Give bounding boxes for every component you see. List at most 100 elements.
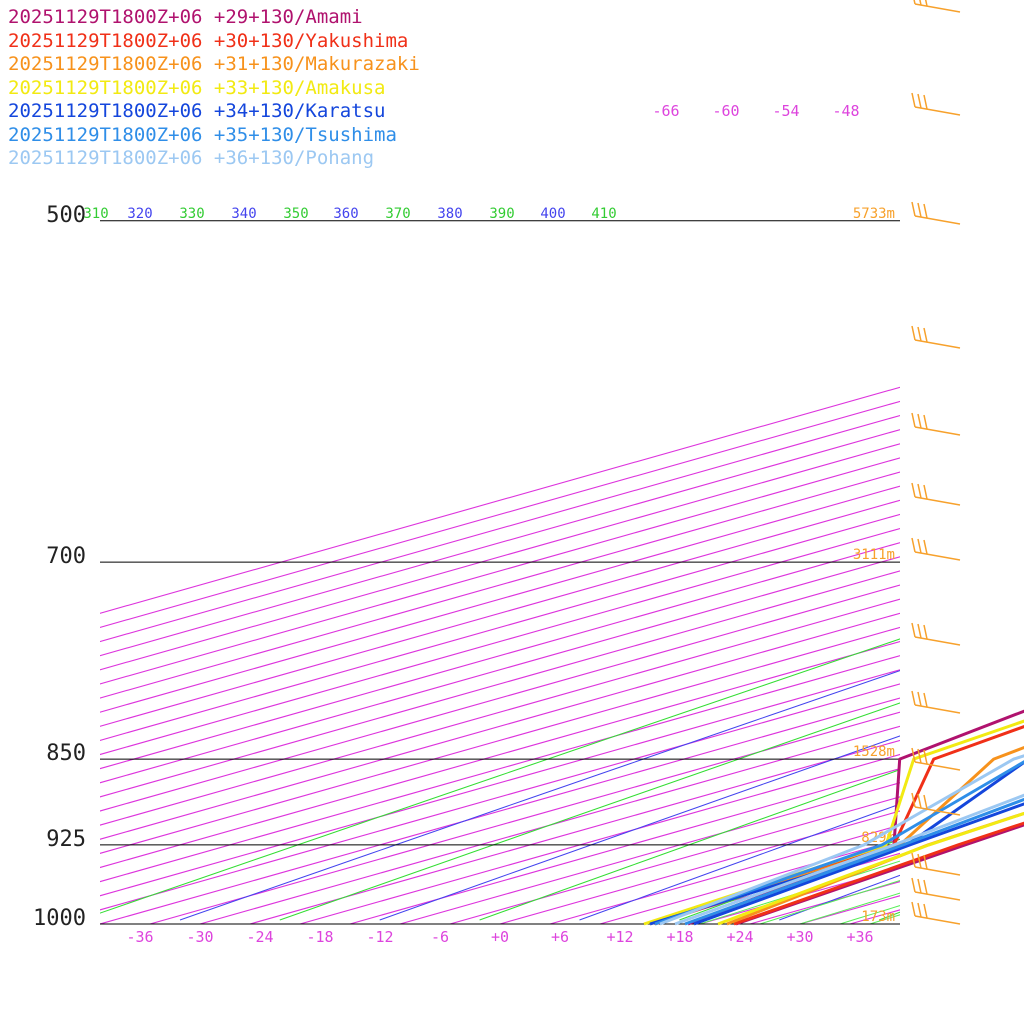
theta-label: 400 xyxy=(540,206,565,222)
wind-barb xyxy=(911,792,961,816)
dewpoint-line-5 xyxy=(654,760,1024,926)
isotherm-label: -60 xyxy=(712,102,739,120)
theta-label: 320 xyxy=(127,206,152,222)
isotherm-line xyxy=(100,485,900,713)
x-tick-label: -36 xyxy=(126,928,153,946)
legend-entry-karatsu: 20251129T1800Z+06 +34+130/Karatsu xyxy=(8,100,386,122)
wind-barb xyxy=(911,690,961,714)
theta-label: 380 xyxy=(437,206,462,222)
x-tick-label: +36 xyxy=(846,928,873,946)
isotherm-line xyxy=(100,471,900,699)
isotherm-label: -48 xyxy=(832,102,859,120)
wind-barb xyxy=(911,852,961,876)
x-tick-label: -18 xyxy=(306,928,333,946)
isotherm-line xyxy=(100,414,900,643)
isotherm-line xyxy=(100,542,900,770)
isotherm-label: -66 xyxy=(652,102,679,120)
isotherm-line xyxy=(100,513,900,741)
isotherm-line xyxy=(100,499,900,727)
pressure-label: 850 xyxy=(46,741,86,766)
isotherm-line xyxy=(399,782,900,924)
isotherm-line xyxy=(899,923,900,924)
dewpoint-line-3 xyxy=(643,719,1024,926)
isotherm-line xyxy=(100,626,900,854)
theta-label: 340 xyxy=(231,206,256,222)
moist-adiabat-line xyxy=(699,860,900,924)
wind-barb xyxy=(913,0,961,13)
moist-adiabat-line xyxy=(839,905,900,924)
wind-barb xyxy=(911,747,961,771)
temperature-line-1 xyxy=(733,821,1024,926)
wind-barb xyxy=(911,877,961,901)
isotherm-line xyxy=(249,739,900,924)
height-label: 1528m xyxy=(853,744,895,760)
legend-entry-tsushima: 20251129T1800Z+06 +35+130/Tsushima xyxy=(8,123,397,146)
theta-label: 350 xyxy=(283,206,308,222)
isotherm-line xyxy=(349,768,900,924)
theta-label: 390 xyxy=(489,206,514,222)
temperature-line-4 xyxy=(693,802,1024,926)
dry-adiabat-line xyxy=(100,638,900,914)
isotherm-line xyxy=(100,527,900,756)
isotherm-line xyxy=(100,655,900,883)
isotherm-line xyxy=(149,711,900,924)
theta-label: 370 xyxy=(385,206,410,222)
x-tick-label: +30 xyxy=(786,928,813,946)
moist-adiabat-line xyxy=(920,0,1024,924)
height-label: 3111m xyxy=(853,547,895,563)
isotherm-line xyxy=(100,669,900,897)
isotherm-line xyxy=(100,584,900,812)
temperature-line-3 xyxy=(717,811,1024,926)
pressure-label: 925 xyxy=(46,827,86,852)
x-tick-label: +24 xyxy=(726,928,753,946)
wind-barb xyxy=(911,92,961,116)
dry-adiabat-line xyxy=(179,670,900,921)
legend-entry-amakusa: 20251129T1800Z+06 +33+130/Amakusa xyxy=(8,76,386,99)
dry-adiabat-line xyxy=(379,735,900,921)
dry-adiabat-line xyxy=(879,911,900,921)
isotherm-line xyxy=(100,598,900,826)
x-tick-label: +12 xyxy=(606,928,633,946)
isotherm-line xyxy=(100,457,900,685)
pressure-label: 1000 xyxy=(33,906,86,931)
isotherm-line xyxy=(100,570,900,798)
x-tick-label: -30 xyxy=(186,928,213,946)
wind-barb xyxy=(911,201,961,225)
theta-label: 410 xyxy=(591,206,616,222)
wind-barb xyxy=(911,901,961,925)
x-tick-label: -24 xyxy=(246,928,273,946)
height-label: 173m xyxy=(861,909,895,925)
isotherm-line xyxy=(950,0,1024,924)
isotherm-line xyxy=(1000,0,1024,924)
isotherm-line xyxy=(199,725,900,924)
isotherm-line xyxy=(299,753,900,924)
pressure-label: 700 xyxy=(46,544,86,569)
isotherm-line xyxy=(100,386,900,614)
isotherm-line xyxy=(100,697,900,924)
dewpoint-line-6 xyxy=(659,754,1024,926)
pressure-label: 500 xyxy=(46,203,86,228)
legend-entry-yakushima: 20251129T1800Z+06 +30+130/Yakushima xyxy=(8,29,409,52)
temperature-line-2 xyxy=(726,811,1024,926)
wind-barb xyxy=(911,622,961,646)
x-tick-label: -12 xyxy=(366,928,393,946)
wind-barb xyxy=(911,325,961,349)
wind-barb xyxy=(911,482,961,506)
moist-adiabat-line xyxy=(869,914,900,924)
isotherm-line xyxy=(100,612,900,840)
theta-label: 360 xyxy=(333,206,358,222)
isotherm-line xyxy=(100,429,900,657)
isotherm-line xyxy=(849,909,900,924)
isotherm-line xyxy=(699,866,900,924)
dry-adiabat-line xyxy=(279,702,900,921)
legend-entry-amami: 20251129T1800Z+06 +29+130/Amami xyxy=(8,6,363,28)
dewpoint-line-2 xyxy=(649,745,1024,926)
isotherm-label: -54 xyxy=(772,102,799,120)
x-tick-label: +0 xyxy=(491,928,509,946)
temperature-line-6 xyxy=(674,793,1024,926)
dry-adiabat-line xyxy=(479,769,900,921)
x-tick-label: +6 xyxy=(551,928,569,946)
theta-label: 310 xyxy=(83,206,108,222)
isotherm-line xyxy=(100,640,900,869)
wind-barb xyxy=(911,537,961,561)
